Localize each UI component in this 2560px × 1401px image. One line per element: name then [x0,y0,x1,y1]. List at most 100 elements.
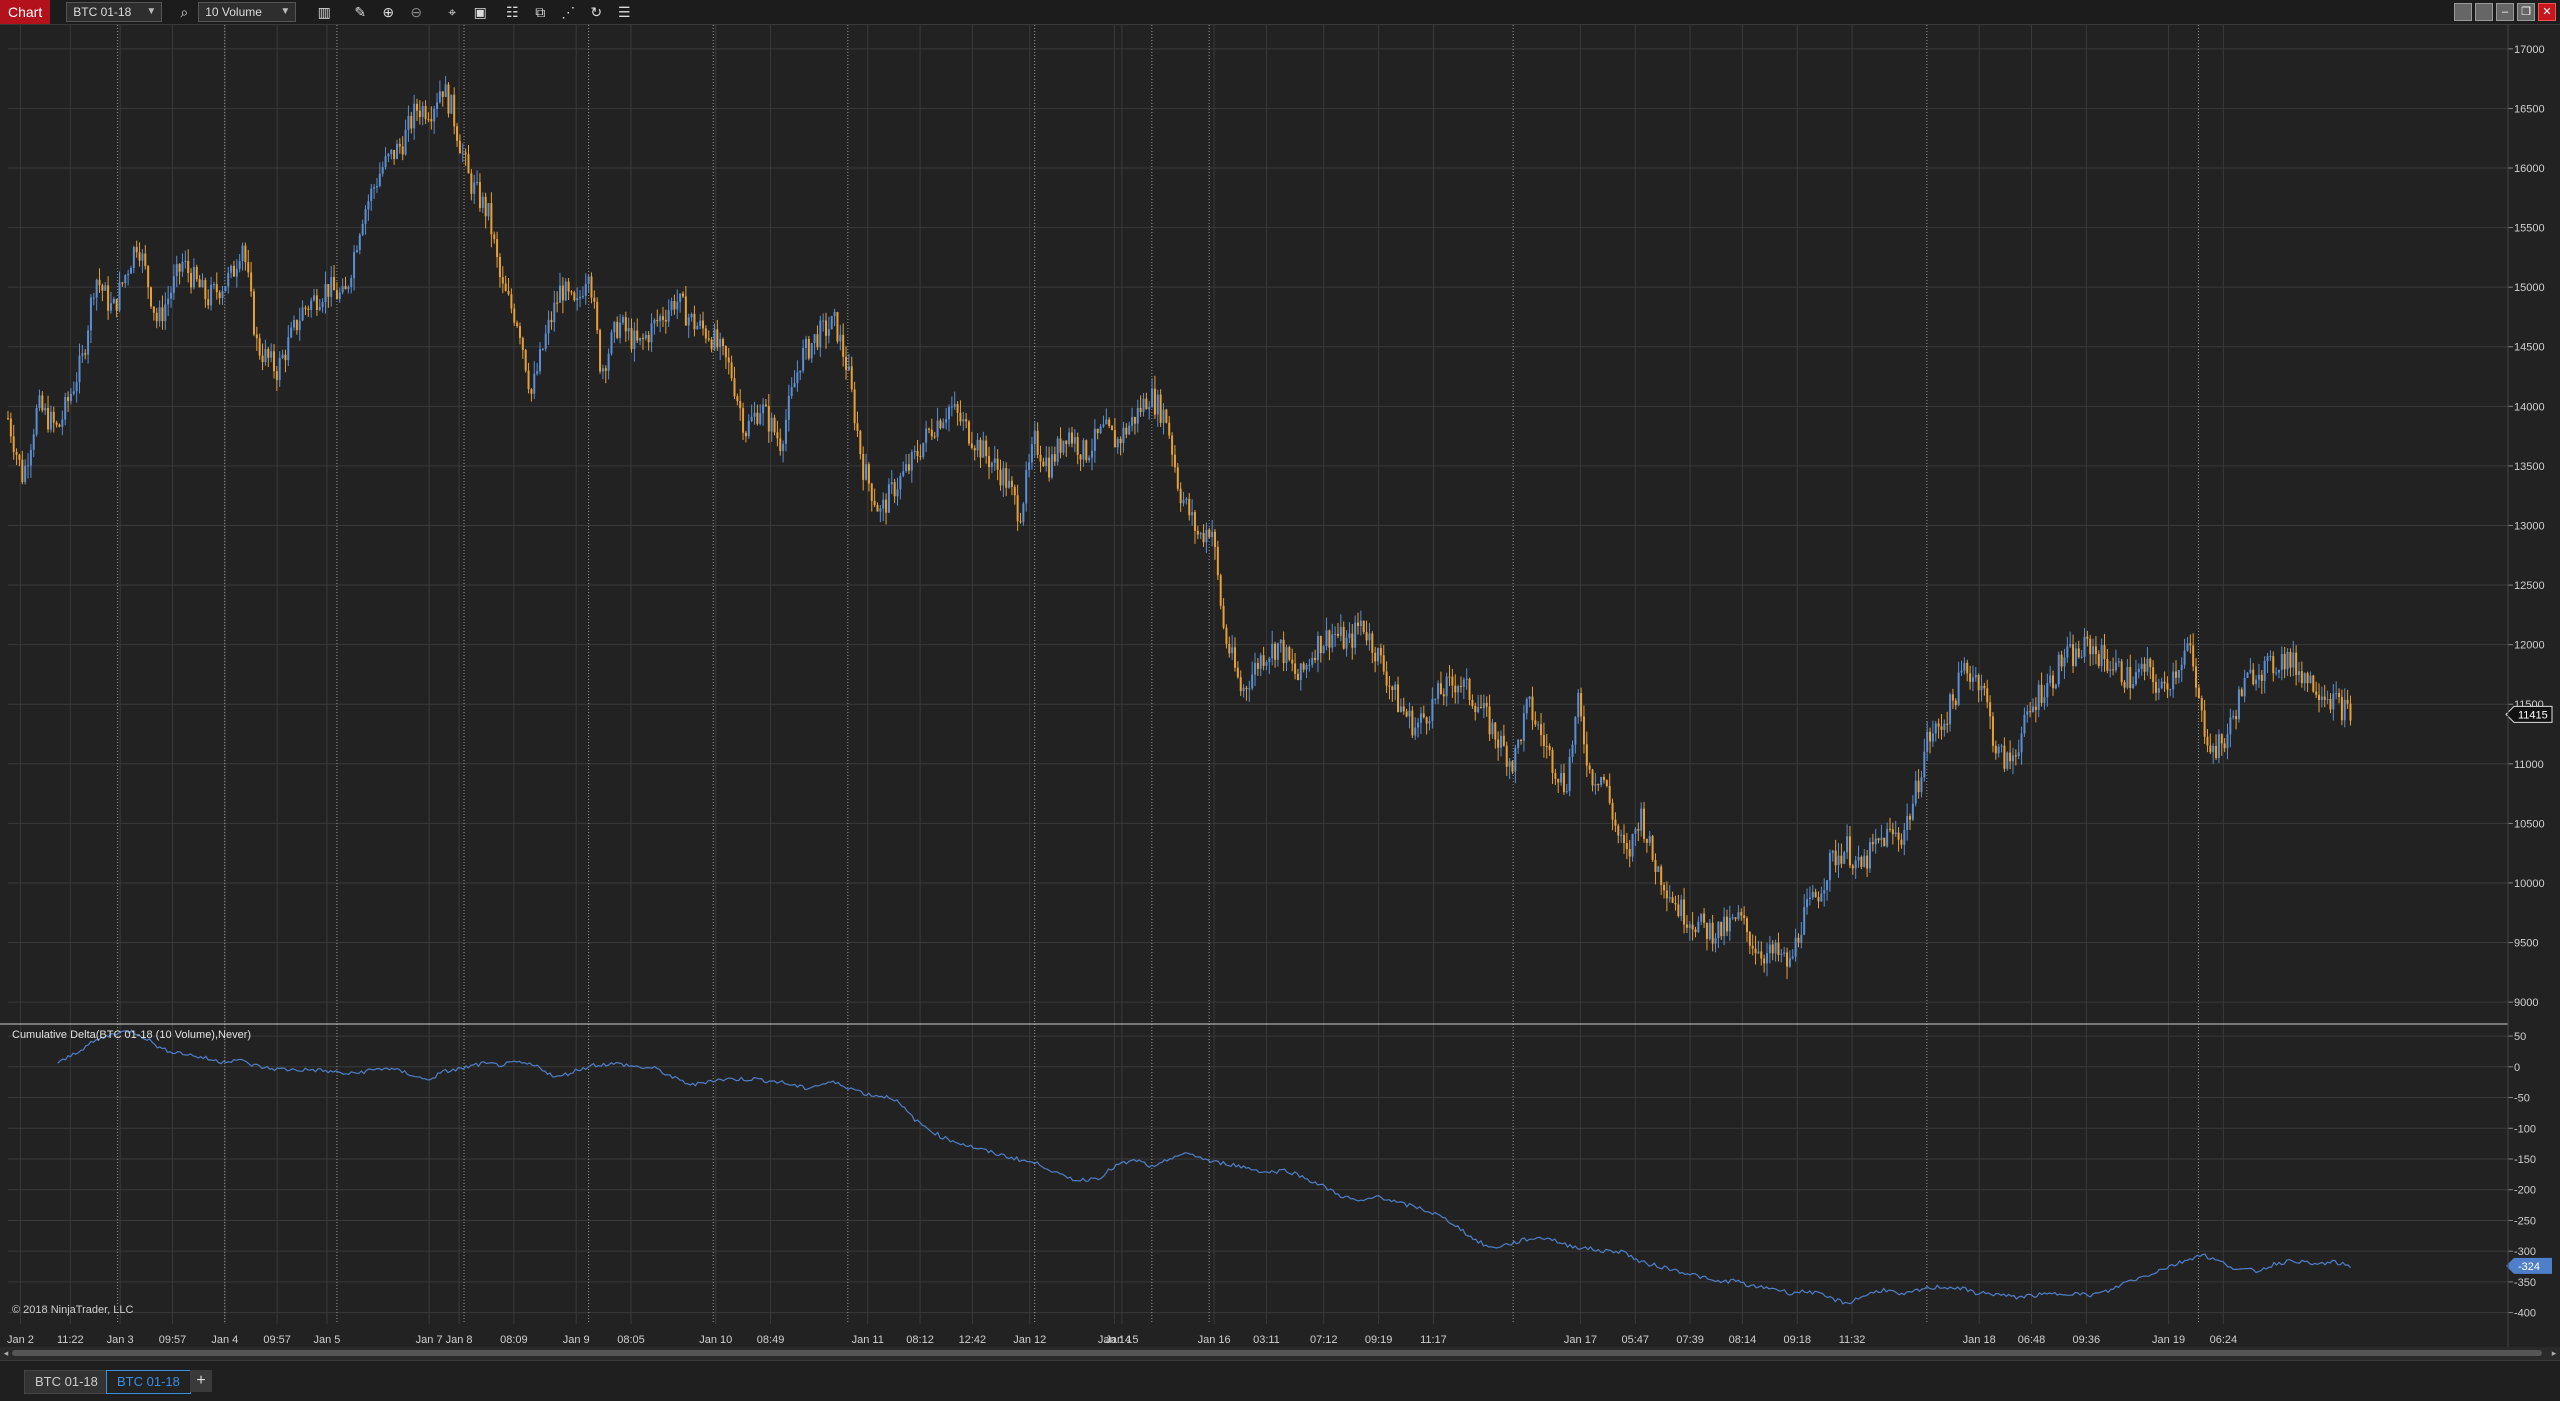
candle-body [2143,663,2146,672]
candle-body [267,348,270,358]
data-box-icon[interactable]: ☷ [505,3,519,20]
scroll-right-icon[interactable]: ▸ [2551,1348,2557,1358]
add-tab-icon[interactable]: + [190,1370,212,1392]
candle-body [1568,756,1571,792]
candle-body [1339,626,1342,636]
properties-icon[interactable]: ▣ [473,3,487,20]
candle-body [750,416,753,422]
bar-chart-icon[interactable]: ▥ [317,3,331,20]
candle-body [310,300,313,311]
chevron-down-icon: ▼ [146,6,157,17]
candle-body [2295,652,2298,675]
candle-body [1211,531,1214,538]
candle-body [52,411,55,423]
candle-body [1540,724,1543,736]
candle-body [739,401,742,409]
candle-body [1914,780,1917,804]
instrument-value: BTC 01-18 [73,5,132,19]
candle-body [367,201,370,210]
reload-icon[interactable]: ↻ [590,3,603,20]
crosshair-icon[interactable]: ⌖ [448,3,457,20]
candle-body [161,307,164,322]
candle-body [624,317,627,332]
candle-body [839,334,842,342]
chart-title-badge[interactable]: Chart [0,0,51,24]
zoom-out-icon[interactable]: ⊖ [410,3,423,20]
restore-icon[interactable]: ❐ [2517,3,2535,21]
candle-body [1683,899,1686,925]
candle-body [2192,645,2195,667]
candle-body [1608,785,1611,803]
candle-body [212,284,215,286]
candle-body [1989,702,1992,717]
scroll-left-icon[interactable]: ◂ [3,1348,9,1358]
candle-body [1494,722,1497,740]
tab-chart-1[interactable]: BTC 01-18 [24,1370,109,1394]
candle-body [859,430,862,454]
price-chart-svg[interactable]: 17000 16500 16000 15500 15000 14500 14000 13500… [0,25,2560,1347]
candle-body [727,357,730,363]
minimize-icon[interactable]: – [2496,3,2514,21]
candle-body [1977,675,1980,691]
candle-body [201,280,204,288]
candle-body [541,348,544,350]
candle-body [518,326,521,338]
candle-body [1723,916,1726,937]
candle-body [333,277,336,291]
candle-body [621,317,624,323]
candle-body [1565,791,1568,793]
candle-body [885,499,888,513]
candle-body [887,484,890,513]
time-tick-label: 11:32 [1839,1334,1866,1346]
candle-body [1259,655,1262,669]
candle-body [799,370,802,373]
list-icon[interactable]: ☰ [617,3,631,20]
search-icon[interactable]: ⌕ [180,3,189,20]
candle-body [55,422,58,425]
candle-body [1986,688,1989,703]
candle-body [1803,907,1806,935]
candle-body [92,297,95,299]
candle-body [1454,685,1457,693]
candle-body [32,434,35,450]
instrument-selector[interactable]: BTC 01-18 ▼ [66,2,163,22]
candle-body [1868,842,1871,869]
candle-body [879,508,882,512]
candle-body [1231,647,1234,654]
close-icon[interactable]: ✕ [2538,3,2556,21]
pencil-icon[interactable]: ✎ [354,3,367,20]
candle-body [2026,711,2029,715]
strategies-icon[interactable]: ⧉ [535,3,546,20]
horizontal-scrollbar[interactable]: ◂ ▸ [0,1347,2560,1359]
candle-body [610,332,613,354]
candle-body [2160,681,2163,689]
candle-body [759,413,762,424]
candle-body [1351,633,1354,648]
candle-body [762,404,765,414]
candle-body [2297,671,2300,675]
candle-body [767,405,770,432]
candle-body [1828,852,1831,881]
candle-body [2083,636,2086,657]
scroll-thumb[interactable] [12,1350,2542,1356]
indicators-icon[interactable]: ⋰ [561,3,576,20]
candle-body [1036,430,1039,455]
candle-body [1302,663,1305,670]
candle-body [942,422,945,429]
candle-body [2237,689,2240,720]
tile2-icon[interactable] [2475,3,2493,21]
candle-body [464,152,467,155]
candle-body [2326,699,2329,701]
bar-type-selector[interactable]: 10 Volume ▼ [198,2,297,22]
zoom-in-icon[interactable]: ⊕ [382,3,395,20]
candle-body [847,366,850,371]
tile-icon[interactable] [2454,3,2472,21]
candle-body [764,404,767,406]
candle-body [590,276,593,298]
candle-body [150,287,153,307]
candle-body [1168,422,1171,436]
candle-body [2086,636,2089,639]
chart-panel[interactable]: 17000 16500 16000 15500 15000 14500 14000 13500… [0,25,2560,1347]
candle-body [899,475,902,490]
tab-chart-2[interactable]: BTC 01-18 [106,1370,191,1394]
